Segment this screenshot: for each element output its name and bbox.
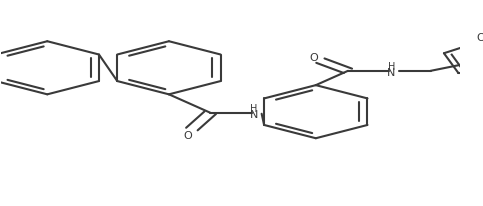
Text: O: O	[477, 33, 483, 43]
Text: H: H	[388, 61, 395, 71]
Text: O: O	[183, 131, 192, 140]
Text: O: O	[309, 52, 318, 62]
Text: N: N	[387, 68, 396, 77]
Text: N: N	[250, 109, 258, 119]
Text: H: H	[250, 103, 257, 113]
